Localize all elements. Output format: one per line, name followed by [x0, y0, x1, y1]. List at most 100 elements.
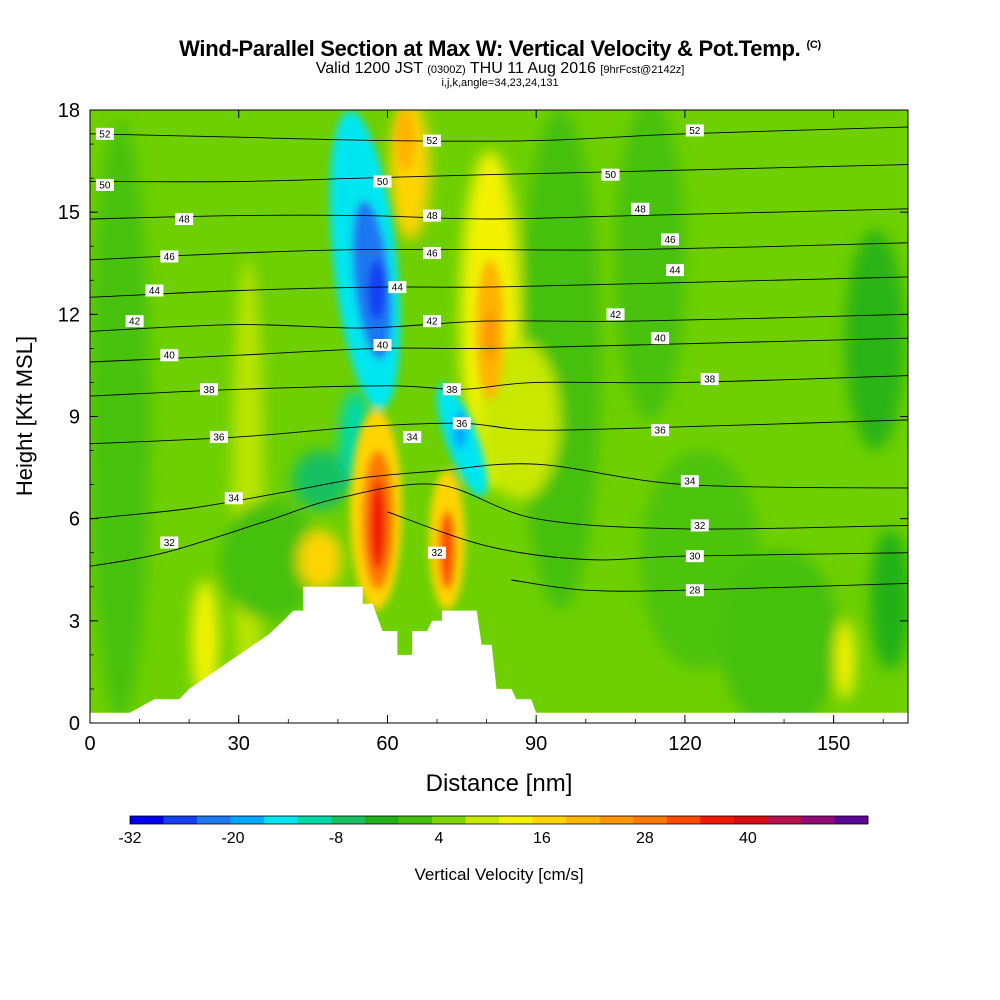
updraft-band	[298, 530, 342, 590]
contour-label-text: 38	[203, 385, 215, 396]
contour-label: 30	[685, 550, 704, 563]
colorbar-swatch	[297, 816, 332, 824]
contour-label: 34	[224, 492, 243, 505]
updraft-band	[615, 110, 685, 420]
theta-contour-44	[90, 276, 908, 298]
contour-label-text: 46	[664, 235, 676, 246]
colorbar-swatch	[633, 816, 668, 824]
colorbar-swatch	[700, 816, 735, 824]
contour-label: 48	[175, 212, 194, 225]
contour-label-text: 48	[427, 211, 439, 222]
x-tick-label: 30	[228, 733, 250, 755]
updraft-core	[395, 110, 415, 170]
y-tick-label: 12	[58, 304, 80, 326]
chart-subtitle: Valid 1200 JST (0300Z) THU 11 Aug 2016 […	[0, 60, 1000, 78]
contour-label: 46	[661, 233, 680, 246]
contour-label-text: 44	[669, 266, 681, 277]
contour-label-text: 44	[392, 283, 404, 294]
x-axis-label: Distance [nm]	[426, 770, 573, 797]
contour-label: 52	[95, 127, 114, 140]
contour-label: 48	[631, 202, 650, 215]
contour-label-text: 32	[164, 538, 176, 549]
contour-label-text: 48	[179, 214, 191, 225]
contour-label-text: 52	[689, 126, 701, 137]
updraft-core	[370, 480, 386, 570]
forecast-info: [9hrFcst@2142z]	[600, 64, 685, 76]
colorbar-swatch	[465, 816, 500, 824]
theta-contour-40	[90, 337, 908, 363]
contour-label: 28	[685, 584, 704, 597]
contour-label-text: 46	[164, 252, 176, 263]
contour-label: 46	[423, 247, 442, 260]
updraft-band	[480, 340, 560, 500]
contour-label: 42	[423, 315, 442, 328]
x-tick-label: 60	[376, 733, 398, 755]
contour-label-text: 48	[635, 204, 647, 215]
contour-label-text: 42	[129, 317, 141, 328]
contour-label-text: 42	[610, 310, 622, 321]
contour-label: 40	[651, 332, 670, 345]
colorbar-tick-label: 16	[533, 830, 551, 847]
colorbar-swatch	[163, 816, 198, 824]
contour-label-text: 32	[694, 521, 706, 532]
y-tick-label: 0	[69, 713, 80, 735]
contour-label: 32	[160, 536, 179, 549]
contour-label-text: 32	[431, 548, 443, 559]
colorbar-label: Vertical Velocity [cm/s]	[414, 865, 583, 884]
updraft-band	[870, 530, 908, 670]
updraft-core	[484, 310, 496, 360]
contour-label-text: 40	[655, 334, 667, 345]
y-tick-label: 3	[69, 611, 80, 633]
x-tick-label: 150	[817, 733, 850, 755]
contour-label: 42	[606, 308, 625, 321]
contour-label-text: 38	[446, 385, 458, 396]
theta-contour-42	[90, 313, 908, 332]
x-tick-label: 90	[525, 733, 547, 755]
contour-label: 36	[651, 424, 670, 437]
theta-contour-28	[511, 579, 908, 592]
theta-contour-labels: 52 50 48 46 44 42 40 38 36 34 32 52 50 48 46 44 42 40 38 36…	[95, 124, 719, 597]
contour-label-text: 40	[164, 351, 176, 362]
contour-label-text: 52	[99, 129, 111, 140]
contour-label-text: 50	[605, 170, 617, 181]
contour-label: 50	[373, 175, 392, 188]
contour-label-text: 50	[377, 177, 389, 188]
contour-label-text: 36	[456, 419, 468, 430]
contour-label: 50	[601, 168, 620, 181]
updraft-band	[191, 580, 219, 700]
colorbar-tick-label: 4	[434, 830, 443, 847]
contour-label: 48	[423, 209, 442, 222]
theta-contour-50	[90, 164, 908, 183]
theta-contour-46	[90, 242, 908, 261]
y-axis-label: Height [Kft MSL]	[12, 336, 37, 496]
contour-label: 44	[145, 284, 164, 297]
colorbar-swatch	[834, 816, 869, 824]
colorbar-frame	[129, 815, 869, 825]
colorbar-swatch	[532, 816, 567, 824]
colorbar-swatch	[130, 816, 164, 824]
updraft-band	[835, 620, 855, 700]
contour-label-text: 42	[427, 317, 439, 328]
updraft-band	[90, 120, 150, 720]
contour-label-text: 28	[689, 586, 701, 597]
colorbar: -32 -20 -8 4 16 28 40	[118, 815, 869, 847]
updraft-band	[720, 550, 840, 723]
contour-label-text: 36	[655, 426, 667, 437]
chart-title-text: Wind-Parallel Section at Max W: Vertical…	[179, 36, 801, 61]
updraft-band	[292, 450, 348, 510]
contour-label-text: 34	[407, 432, 419, 443]
colorbar-swatch	[499, 816, 533, 824]
colorbar-tick-label: -20	[221, 830, 244, 847]
colorbar-tick-label: 40	[739, 830, 757, 847]
contour-label: 32	[690, 519, 709, 532]
contour-label-text: 34	[228, 494, 240, 505]
contour-label: 50	[95, 178, 114, 191]
contour-label: 44	[388, 281, 407, 294]
y-tick-label: 15	[58, 202, 80, 224]
contour-label: 38	[199, 383, 218, 396]
theta-contour-52	[90, 126, 908, 142]
contour-label: 34	[680, 475, 699, 488]
updraft-band	[220, 500, 320, 620]
